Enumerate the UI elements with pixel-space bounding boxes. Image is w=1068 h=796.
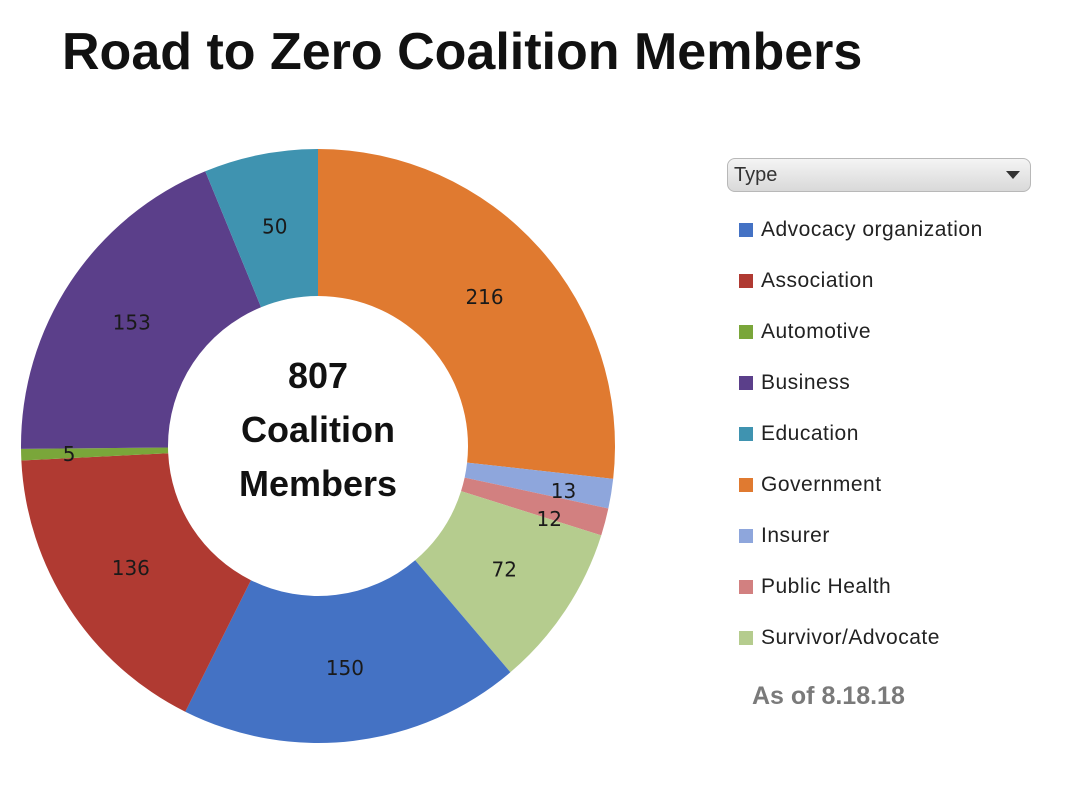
legend-item[interactable]: Automotive bbox=[727, 306, 1037, 357]
segment-value-label: 12 bbox=[537, 507, 562, 531]
legend-list: Advocacy organization Association Automoti… bbox=[727, 204, 1037, 663]
legend-label: Government bbox=[761, 472, 882, 496]
donut-segment[interactable] bbox=[185, 560, 511, 743]
legend-label: Advocacy organization bbox=[761, 217, 983, 241]
legend-item[interactable]: Public Health bbox=[727, 561, 1037, 612]
legend-swatch-icon bbox=[739, 477, 753, 492]
legend-label: Public Health bbox=[761, 574, 892, 598]
legend-swatch-icon bbox=[739, 324, 753, 339]
legend-swatch-icon bbox=[739, 273, 753, 288]
donut-segment[interactable] bbox=[461, 477, 609, 536]
legend-label: Business bbox=[761, 370, 851, 394]
legend: Type Advocacy organization Association Aut… bbox=[727, 158, 1037, 663]
legend-swatch-icon bbox=[739, 630, 753, 645]
segment-value-label: 50 bbox=[262, 215, 287, 239]
segment-value-label: 5 bbox=[63, 442, 76, 466]
type-filter-label: Type bbox=[734, 163, 778, 186]
segment-labels: 216 13 12 72 150 136 5 153 50 bbox=[63, 215, 576, 680]
segment-value-label: 216 bbox=[465, 285, 503, 309]
legend-item[interactable]: Insurer bbox=[727, 510, 1037, 561]
legend-item[interactable]: Advocacy organization bbox=[727, 204, 1037, 255]
legend-label: Insurer bbox=[761, 523, 830, 547]
legend-item[interactable]: Government bbox=[727, 459, 1037, 510]
segment-value-label: 72 bbox=[491, 558, 516, 582]
segment-value-label: 150 bbox=[326, 656, 364, 680]
legend-item[interactable]: Survivor/Advocate bbox=[727, 612, 1037, 663]
segment-value-label: 13 bbox=[551, 479, 576, 503]
legend-item[interactable]: Education bbox=[727, 408, 1037, 459]
legend-swatch-icon bbox=[739, 222, 753, 237]
donut-segment[interactable] bbox=[415, 491, 602, 673]
center-label-line3: Members bbox=[239, 463, 397, 504]
chart-title: Road to Zero Coalition Members bbox=[62, 23, 863, 81]
type-filter-dropdown[interactable]: Type bbox=[727, 158, 1031, 192]
center-label-line2: Coalition bbox=[241, 409, 395, 450]
donut-segment[interactable] bbox=[20, 171, 262, 449]
legend-label: Automotive bbox=[761, 319, 872, 343]
chevron-down-icon bbox=[1006, 171, 1020, 179]
segment-value-label: 153 bbox=[113, 310, 151, 334]
legend-item[interactable]: Association bbox=[727, 255, 1037, 306]
legend-item[interactable]: Business bbox=[727, 357, 1037, 408]
donut-segments bbox=[20, 149, 615, 743]
legend-swatch-icon bbox=[739, 579, 753, 594]
center-total: 807 bbox=[288, 355, 348, 396]
donut-segment[interactable] bbox=[464, 462, 614, 509]
donut-chart: 216 13 12 72 150 136 5 153 50 807 Coalition Memb… bbox=[20, 149, 615, 743]
segment-value-label: 136 bbox=[112, 556, 150, 580]
legend-label: Education bbox=[761, 421, 859, 445]
legend-label: Survivor/Advocate bbox=[761, 625, 940, 649]
legend-swatch-icon bbox=[739, 375, 753, 390]
as-of-date: As of 8.18.18 bbox=[752, 682, 905, 710]
donut-segment[interactable] bbox=[318, 149, 615, 479]
donut-segment[interactable] bbox=[21, 453, 251, 712]
donut-segment[interactable] bbox=[205, 149, 318, 308]
legend-label: Association bbox=[761, 268, 874, 292]
donut-segment[interactable] bbox=[21, 447, 169, 461]
legend-swatch-icon bbox=[739, 426, 753, 441]
legend-swatch-icon bbox=[739, 528, 753, 543]
